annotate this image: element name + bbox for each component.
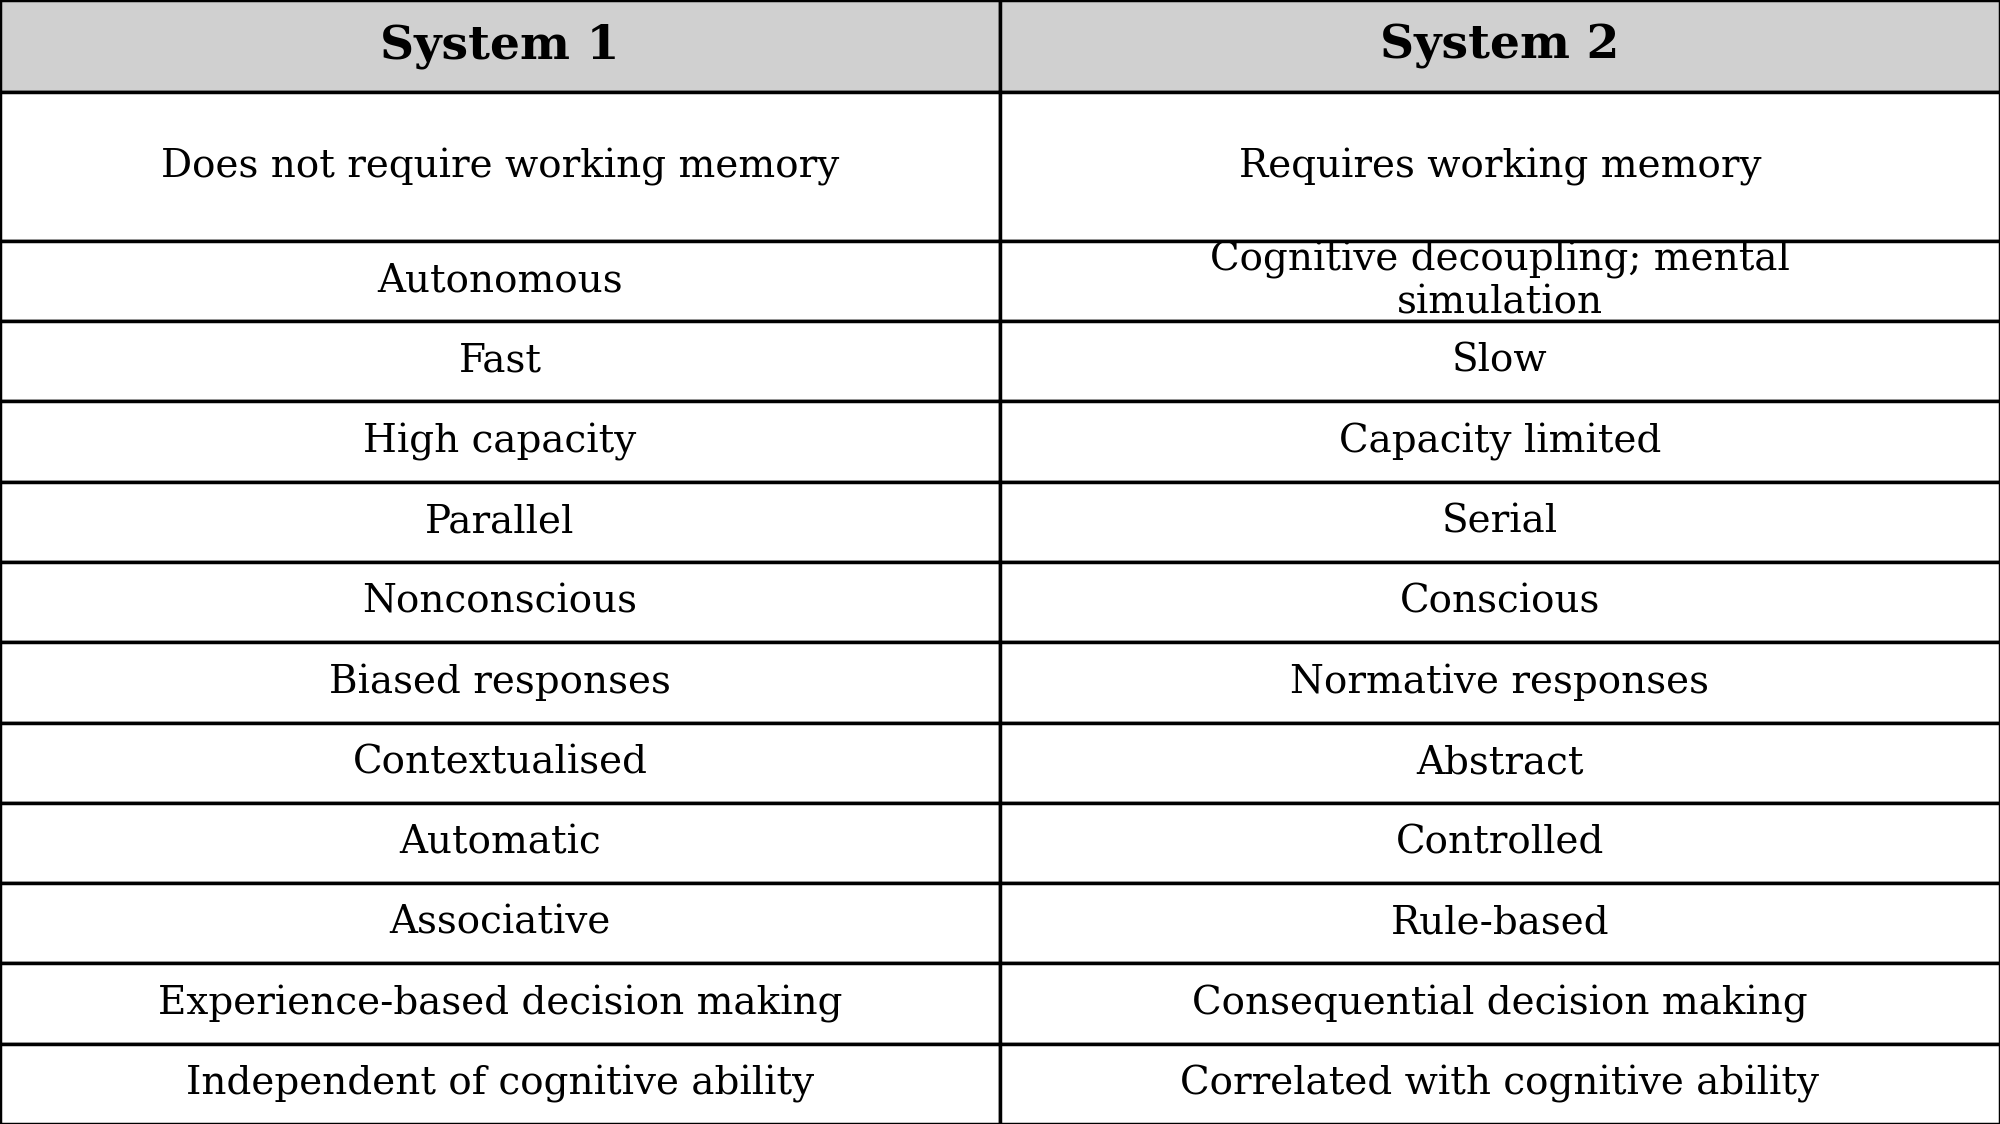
Bar — [1000, 482, 2000, 562]
Text: Serial: Serial — [1442, 504, 1558, 541]
Text: Normative responses: Normative responses — [1290, 663, 1710, 701]
Text: Correlated with cognitive ability: Correlated with cognitive ability — [1180, 1064, 1820, 1103]
Bar — [1000, 963, 2000, 1044]
Text: Does not require working memory: Does not require working memory — [160, 147, 840, 185]
Text: Associative: Associative — [390, 905, 610, 942]
Text: Biased responses: Biased responses — [330, 663, 670, 701]
Bar — [0, 0, 1000, 92]
Bar — [1000, 1044, 2000, 1124]
Bar — [0, 1044, 1000, 1124]
Text: Nonconscious: Nonconscious — [362, 583, 638, 620]
Bar — [1000, 92, 2000, 241]
Text: Contextualised: Contextualised — [352, 744, 648, 781]
Text: Abstract: Abstract — [1416, 744, 1584, 781]
Text: Cognitive decoupling; mental
simulation: Cognitive decoupling; mental simulation — [1210, 241, 1790, 321]
Bar — [0, 723, 1000, 803]
Bar — [1000, 401, 2000, 482]
Bar — [1000, 321, 2000, 401]
Bar — [1000, 562, 2000, 642]
Bar — [1000, 883, 2000, 963]
Text: Rule-based: Rule-based — [1390, 905, 1610, 942]
Bar — [0, 963, 1000, 1044]
Text: System 2: System 2 — [1380, 24, 1620, 70]
Bar — [0, 642, 1000, 723]
Bar — [0, 401, 1000, 482]
Text: Requires working memory: Requires working memory — [1238, 147, 1762, 185]
Bar — [0, 321, 1000, 401]
Text: Fast: Fast — [458, 343, 542, 380]
Bar — [1000, 803, 2000, 883]
Bar — [0, 562, 1000, 642]
Text: Controlled: Controlled — [1396, 825, 1604, 861]
Text: Slow: Slow — [1452, 343, 1548, 380]
Bar — [1000, 723, 2000, 803]
Text: Parallel: Parallel — [426, 504, 574, 541]
Bar — [0, 92, 1000, 241]
Text: Independent of cognitive ability: Independent of cognitive ability — [186, 1064, 814, 1103]
Text: Capacity limited: Capacity limited — [1338, 423, 1662, 461]
Text: Experience-based decision making: Experience-based decision making — [158, 985, 842, 1023]
Bar — [1000, 241, 2000, 321]
Bar — [1000, 642, 2000, 723]
Text: System 1: System 1 — [380, 24, 620, 70]
Text: Autonomous: Autonomous — [378, 263, 622, 299]
Bar — [0, 241, 1000, 321]
Bar — [1000, 0, 2000, 92]
Text: High capacity: High capacity — [364, 423, 636, 461]
Text: Conscious: Conscious — [1400, 583, 1600, 620]
Bar — [0, 482, 1000, 562]
Bar — [0, 803, 1000, 883]
Text: Automatic: Automatic — [400, 825, 600, 861]
Text: Consequential decision making: Consequential decision making — [1192, 985, 1808, 1023]
Bar — [0, 883, 1000, 963]
